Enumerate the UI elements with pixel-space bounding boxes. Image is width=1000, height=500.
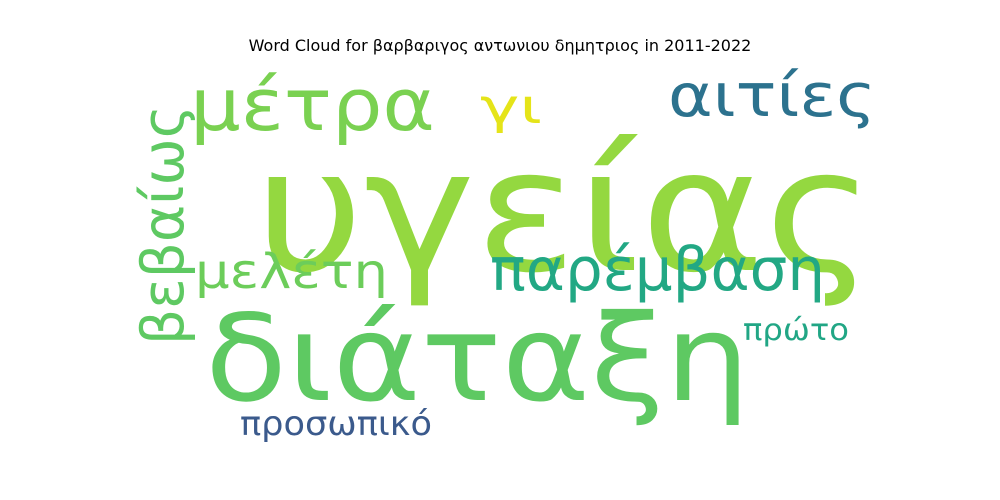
word-paremvasi: παρέμβαση [490, 235, 825, 305]
word-gi: γι [480, 79, 542, 135]
word-metra: μέτρα [190, 63, 435, 147]
word-vevaios: βεβαίως [129, 105, 197, 345]
word-meleti: μελέτη [195, 244, 388, 300]
word-aities: αιτίες [668, 61, 876, 131]
word-proto: πρώτο [743, 313, 849, 348]
word-diataxi: διάταξη [205, 290, 750, 429]
word-ygeias: υγείας [255, 113, 875, 311]
word-prosopiko: προσωπικό [240, 404, 432, 444]
chart-title: Word Cloud for βαρβαριγος αντωνιου δημητ… [248, 36, 752, 55]
